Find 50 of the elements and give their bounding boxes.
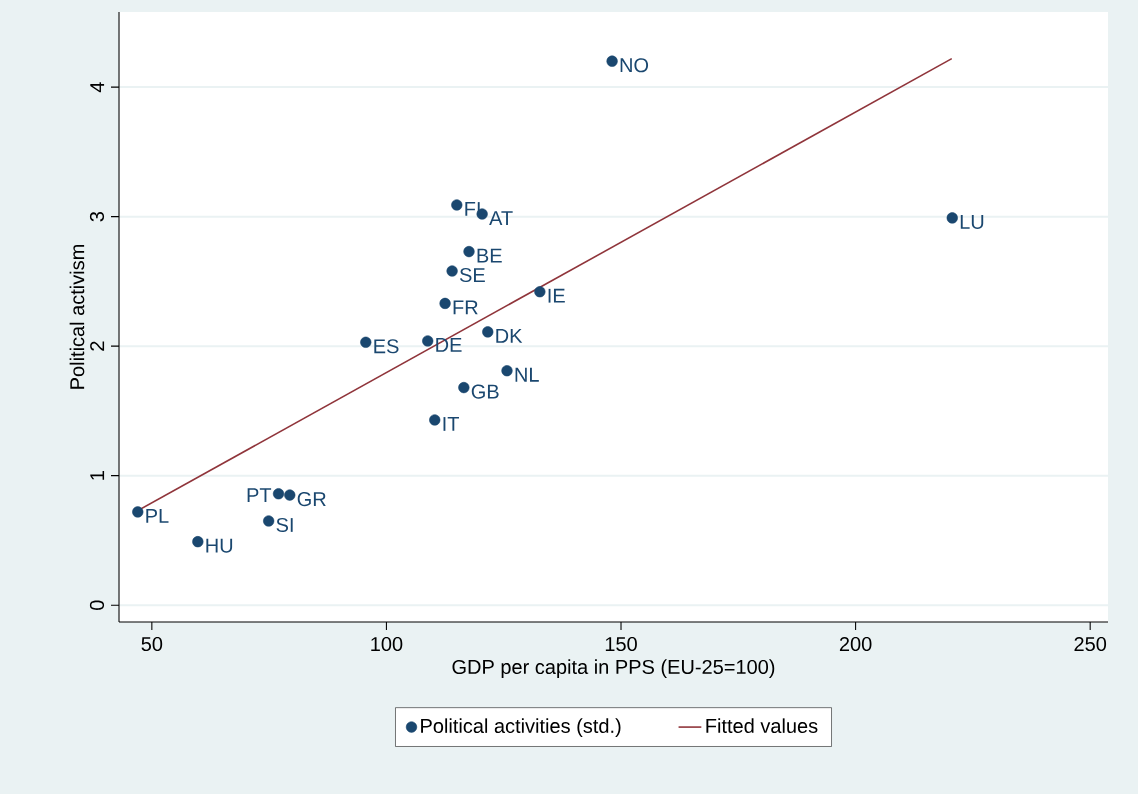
point <box>446 265 458 277</box>
x-tick-label: 50 <box>141 636 163 652</box>
point <box>482 326 494 338</box>
x-tick-label: 100 <box>371 636 403 652</box>
point <box>463 245 475 258</box>
annotation: NO <box>620 58 649 73</box>
annotation: SI <box>276 517 293 533</box>
y-tick-label: 2 <box>90 341 105 351</box>
annotation: ES <box>374 339 399 354</box>
y-tick-label: 4 <box>90 82 105 93</box>
point <box>458 381 470 394</box>
point <box>132 506 144 518</box>
annotation: LU <box>960 214 984 229</box>
point <box>606 55 618 67</box>
x-tick-label: 150 <box>605 636 637 652</box>
annotation: IT <box>443 417 459 431</box>
y-tick-label: 0 <box>89 600 105 610</box>
legend-label: Political activities (std.) <box>421 718 621 737</box>
y-tick-label: 3 <box>89 211 105 222</box>
annotation: NL <box>515 367 539 382</box>
annotation: DK <box>496 329 523 343</box>
x-tick-label: 200 <box>839 636 872 652</box>
annotation: SE <box>459 267 485 283</box>
annotation: GB <box>471 384 499 399</box>
y-tick-label: 1 <box>90 471 105 480</box>
annotation: PL <box>146 509 169 523</box>
annotation: FR <box>453 300 478 315</box>
annotation: IE <box>548 288 565 303</box>
point <box>422 335 434 347</box>
point <box>534 286 546 298</box>
x-tick-label: 250 <box>1074 636 1107 652</box>
point <box>946 212 958 224</box>
point <box>439 297 451 309</box>
point <box>263 515 275 527</box>
point <box>501 365 513 377</box>
annotation: DE <box>436 338 462 352</box>
annotation: HU <box>206 538 233 553</box>
annotation: PT <box>247 488 272 502</box>
point <box>451 199 463 211</box>
annotation: AT <box>489 211 513 225</box>
annotation: BE <box>477 248 502 263</box>
legend-label: Fitted values <box>706 718 818 734</box>
annotation: GR <box>297 491 326 507</box>
y-axis-title: Political activism <box>69 245 85 389</box>
x-axis-title: GDP per capita in PPS (EU-25=100) <box>452 659 775 678</box>
point <box>360 336 372 348</box>
point <box>284 489 296 501</box>
point <box>272 488 285 500</box>
point <box>192 536 204 548</box>
point <box>429 414 441 426</box>
